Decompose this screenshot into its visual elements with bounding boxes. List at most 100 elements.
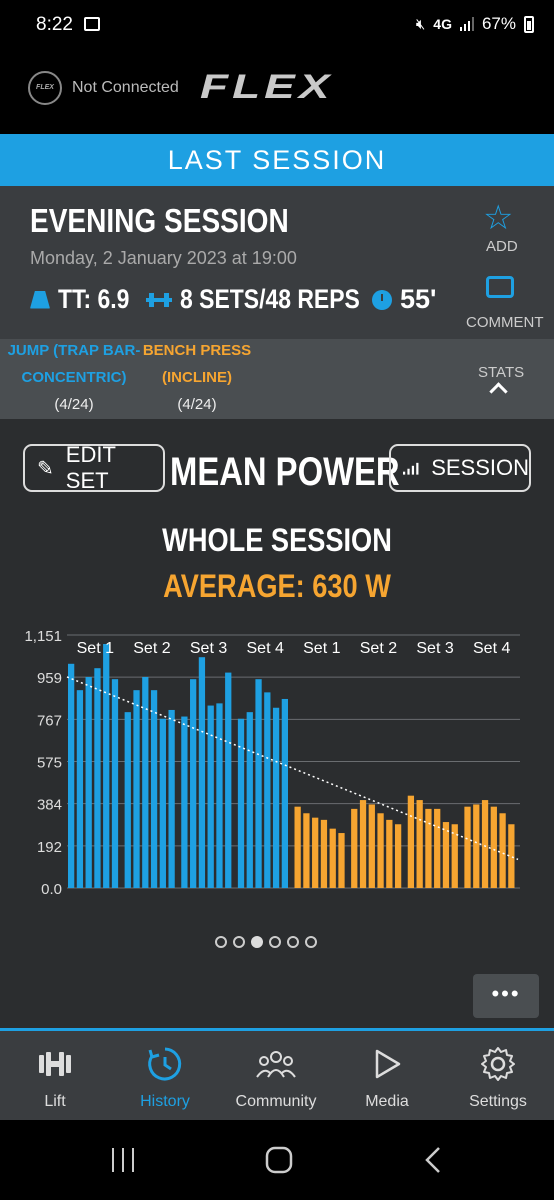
bar [359, 800, 367, 888]
dumbbell-icon [39, 1052, 71, 1076]
bar [303, 813, 310, 888]
average-label: AVERAGE: 630 W [163, 568, 391, 604]
exercise-count: (4/24) [177, 396, 217, 413]
bar [442, 822, 450, 888]
page-dot[interactable] [287, 936, 299, 948]
bottom-nav: Lift History Community Media Settings [0, 1028, 554, 1120]
nav-label: History [140, 1093, 190, 1110]
banner-title: LAST SESSION [167, 145, 387, 175]
bar [68, 663, 75, 888]
status-bar: 8:22 🔇︎ 4G 67% [0, 0, 554, 54]
metric-title: MEAN POWER [170, 450, 400, 494]
sets-reps-value: 8 SETS/48 REPS [180, 284, 360, 314]
exercise-count: (4/24) [54, 396, 94, 413]
bar [312, 817, 319, 888]
edit-set-button[interactable]: ✎ EDIT SET [23, 442, 165, 493]
nav-media[interactable]: Media [332, 1043, 442, 1111]
bar [94, 668, 101, 888]
nav-label: Community [235, 1093, 317, 1110]
exercise-item-jump[interactable]: JUMP (TRAP BAR-CONCENTRIC) (4/24) [4, 337, 144, 418]
network-label: 4G [433, 16, 452, 32]
bar [103, 644, 110, 888]
set-label: Set 4 [473, 640, 510, 657]
y-tick-label: 384 [37, 797, 62, 814]
bar [329, 828, 336, 888]
duration-value: 55' [400, 284, 437, 314]
bar [294, 806, 301, 888]
bar [76, 690, 84, 888]
exercise-name: BENCH PRESS (INCLINE) [142, 342, 252, 386]
bar [111, 679, 119, 888]
page-dot[interactable] [215, 936, 227, 948]
comment-button[interactable]: COMMENT [466, 314, 544, 331]
bar [407, 795, 415, 888]
mute-icon: 🔇︎ [415, 15, 426, 33]
set-label: Set 2 [133, 640, 170, 657]
bar [320, 819, 328, 888]
bar [490, 806, 497, 888]
bar [133, 690, 140, 888]
nav-community[interactable]: Community [221, 1043, 331, 1111]
connection-status[interactable]: Not Connected [72, 79, 179, 96]
set-label: Set 3 [416, 640, 453, 657]
nav-history[interactable]: History [110, 1043, 220, 1111]
session-button[interactable]: SESSION [389, 444, 531, 492]
page-dot[interactable] [233, 936, 245, 948]
bar [190, 679, 197, 888]
bar [216, 703, 223, 888]
bar [264, 692, 271, 888]
system-nav [0, 1120, 554, 1200]
bar [168, 709, 175, 888]
bar [368, 804, 375, 888]
page-dot[interactable] [305, 936, 317, 948]
session-label: SESSION [431, 455, 529, 480]
bar [225, 672, 232, 888]
page-dot[interactable] [251, 936, 263, 948]
nav-label: Media [365, 1093, 409, 1110]
battery-percent: 67% [481, 14, 516, 33]
bar [281, 698, 288, 888]
bar [207, 705, 214, 888]
bar [338, 833, 345, 888]
recent-apps-icon[interactable] [110, 1148, 138, 1172]
star-icon[interactable]: ☆ [483, 199, 514, 237]
stats-toggle[interactable]: STATS [478, 364, 525, 381]
dumbbell-icon [146, 292, 172, 307]
home-icon[interactable] [265, 1146, 293, 1174]
session-card: EVENING SESSION Monday, 2 January 2023 a… [0, 186, 554, 339]
y-tick-label: 0.0 [41, 881, 62, 898]
y-tick-label: 959 [37, 670, 62, 687]
add-button[interactable]: ADD [486, 238, 518, 255]
exercise-item-bench[interactable]: BENCH PRESS (INCLINE) (4/24) [142, 337, 252, 418]
chevron-up-icon[interactable] [489, 382, 508, 401]
trendline [66, 676, 519, 861]
bars-icon [403, 462, 419, 475]
set-label: Set 1 [303, 640, 340, 657]
signal-icon [459, 17, 474, 31]
nav-lift[interactable]: Lift [0, 1043, 110, 1111]
device-logo-icon[interactable]: FLEX [28, 71, 62, 105]
gear-icon [481, 1047, 515, 1081]
bar [255, 679, 262, 888]
gallery-icon [84, 17, 100, 31]
duration-stat: 55' [372, 284, 436, 315]
last-session-banner: LAST SESSION [0, 134, 554, 186]
bar [377, 813, 384, 888]
set-label: Set 3 [190, 640, 227, 657]
nav-settings[interactable]: Settings [443, 1043, 553, 1111]
back-icon[interactable] [424, 1146, 442, 1174]
page-indicator[interactable] [215, 936, 317, 948]
more-button[interactable]: ••• [473, 974, 539, 1018]
y-tick-label: 575 [37, 755, 62, 772]
y-tick-label: 767 [37, 712, 62, 729]
bar [159, 718, 166, 888]
bar [142, 676, 149, 888]
exercises-bar: JUMP (TRAP BAR-CONCENTRIC) (4/24) BENCH … [0, 339, 554, 419]
bar [394, 824, 402, 888]
comment-icon[interactable] [486, 276, 514, 298]
set-label: Set 1 [77, 640, 114, 657]
bar [508, 824, 515, 888]
status-right: 🔇︎ 4G 67% [416, 14, 534, 34]
mean-power-chart[interactable]: 1,151 959 767 575 384 192 0.0 Set 1 Set 2 Set 3 Se… [0, 620, 554, 900]
page-dot[interactable] [269, 936, 281, 948]
